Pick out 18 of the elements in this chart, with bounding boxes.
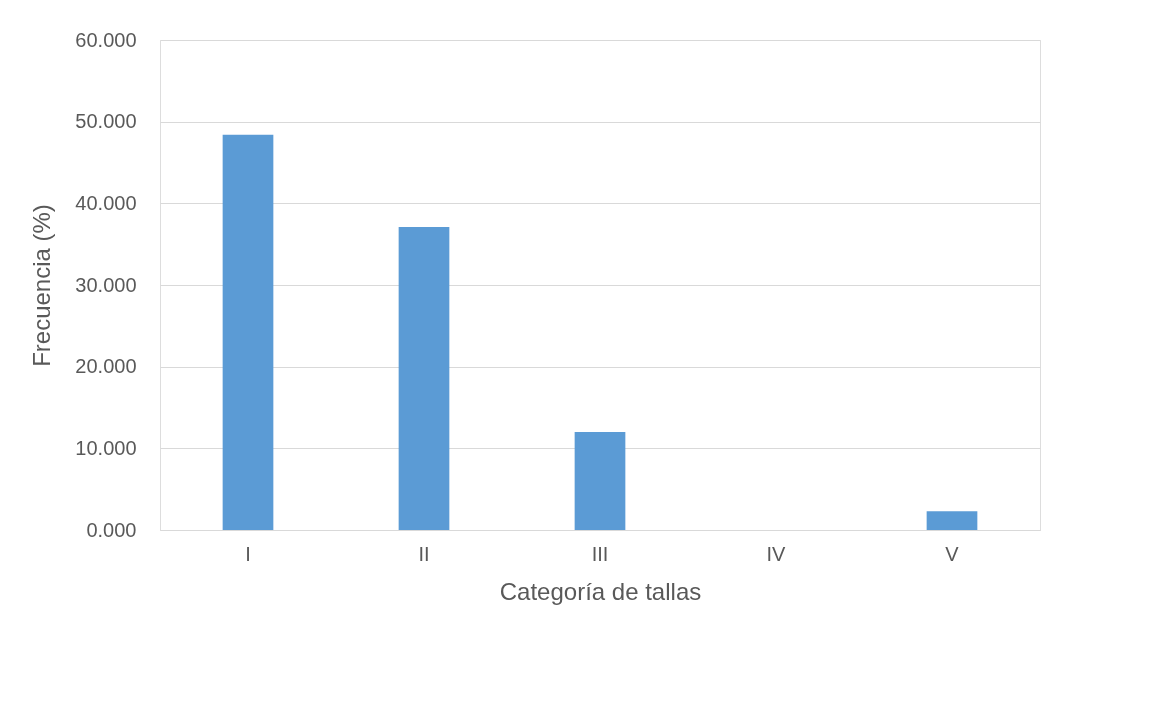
y-tick-label: 50.000 [75, 110, 137, 133]
bar [398, 227, 450, 530]
y-tick-label: 10.000 [75, 436, 137, 459]
x-tick-label: IV [766, 542, 787, 565]
x-tick-label: I [245, 542, 251, 565]
y-tick-label: 0.000 [86, 518, 137, 541]
bar [574, 432, 626, 530]
bar [926, 511, 978, 530]
y-tick-label: 60.000 [75, 28, 137, 51]
y-tick-label: 30.000 [75, 273, 137, 296]
x-tick-label: II [418, 542, 430, 565]
y-tick-label: 20.000 [75, 355, 137, 378]
y-axis-title: Frecuencia (%) [28, 204, 56, 367]
x-tick-label: V [945, 542, 960, 565]
x-tick-label: III [591, 542, 609, 565]
x-axis-title: Categoría de tallas [499, 577, 702, 605]
bar [222, 134, 274, 530]
y-tick-label: 40.000 [75, 191, 137, 214]
